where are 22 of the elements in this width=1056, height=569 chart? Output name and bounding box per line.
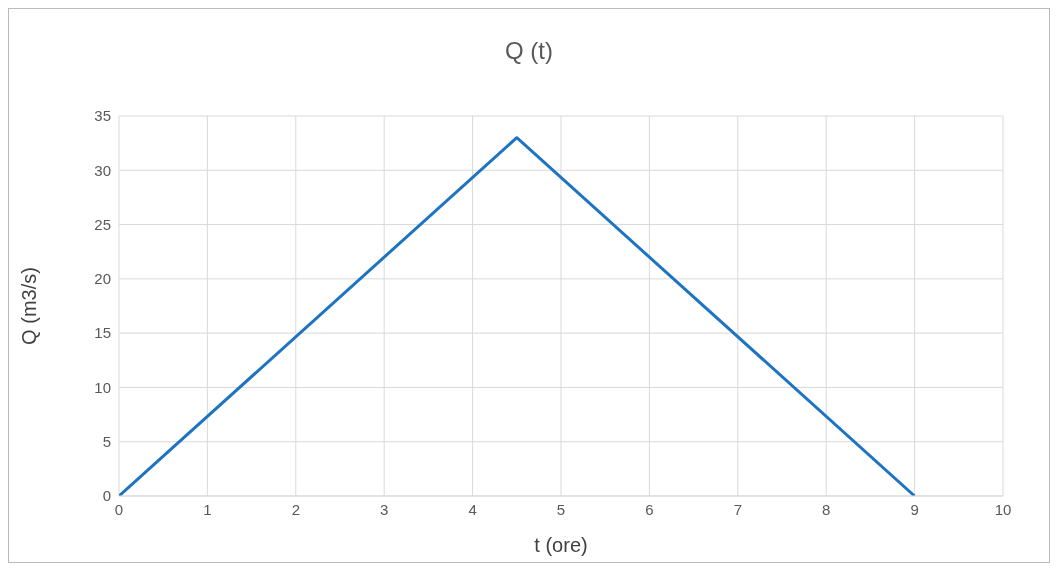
y-tick-label: 10 xyxy=(94,378,111,396)
x-tick-label: 4 xyxy=(468,500,477,518)
x-tick-label: 0 xyxy=(114,500,124,518)
x-tick-label: 6 xyxy=(645,500,654,518)
x-tick-label: 3 xyxy=(380,500,389,518)
x-tick-label: 8 xyxy=(822,500,831,518)
y-tick-label: 30 xyxy=(94,161,111,179)
x-tick-label: 10 xyxy=(994,500,1012,518)
x-tick-label: 9 xyxy=(910,500,919,518)
y-tick-label: 20 xyxy=(94,270,111,288)
x-tick-label: 2 xyxy=(291,500,300,518)
y-tick-label: 0 xyxy=(102,487,111,505)
x-tick-label: 5 xyxy=(556,500,566,518)
y-tick-label: 25 xyxy=(94,215,111,233)
y-tick-label: 5 xyxy=(102,433,111,451)
y-tick-label: 35 xyxy=(94,107,111,125)
x-tick-label: 7 xyxy=(733,500,742,518)
x-tick-label: 1 xyxy=(203,500,212,518)
x-axis-title: t (ore) xyxy=(534,534,588,556)
y-axis-title: Q (m3/s) xyxy=(18,267,41,345)
y-tick-label: 15 xyxy=(94,324,111,342)
chart-title: Q (t) xyxy=(504,37,554,65)
